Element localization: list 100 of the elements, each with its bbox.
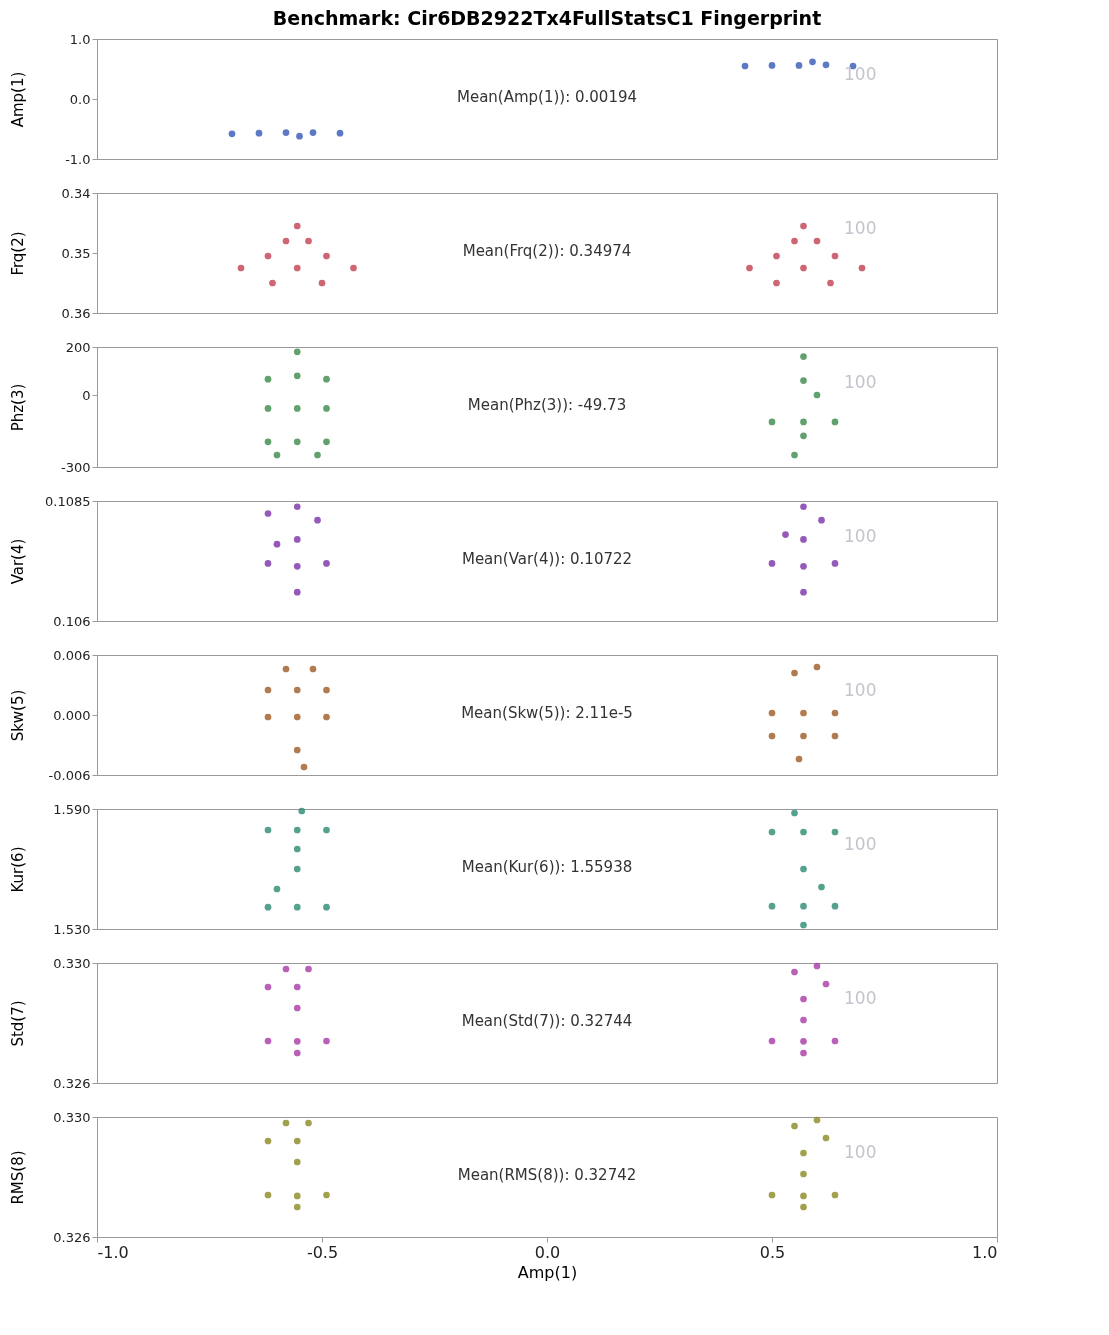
point <box>822 980 830 988</box>
point <box>293 903 301 911</box>
point <box>237 264 245 272</box>
point <box>773 252 780 260</box>
annotation: Mean(Kur(6)): 1.55938 <box>461 857 633 876</box>
point <box>293 222 301 230</box>
point <box>282 965 290 973</box>
point <box>800 1049 807 1057</box>
y-tick-label: 0.34 <box>61 185 91 201</box>
y-axis-title: Amp(1) <box>8 71 27 128</box>
point <box>768 62 776 69</box>
point <box>264 983 272 991</box>
point <box>264 438 272 446</box>
x-axis-title: Amp(1) <box>517 1262 578 1282</box>
point <box>300 763 308 771</box>
point <box>314 516 321 524</box>
x-tick-label: 0.5 <box>759 1242 786 1262</box>
y-tick-label: 0 <box>82 387 91 403</box>
point <box>831 560 839 567</box>
point <box>809 58 816 66</box>
y-tick-label: 200 <box>65 339 91 355</box>
point <box>768 560 776 567</box>
annotation: 100 <box>844 64 877 84</box>
point <box>831 828 839 836</box>
y-axis-title: Var(4) <box>8 538 27 585</box>
point <box>255 129 263 137</box>
point <box>305 965 312 973</box>
point <box>293 562 301 570</box>
point <box>323 686 330 694</box>
point <box>293 1004 301 1012</box>
point <box>791 669 798 677</box>
point <box>293 845 301 853</box>
y-tick-label: 0.106 <box>53 613 91 629</box>
y-tick-label: 1.0 <box>69 31 91 47</box>
point <box>293 983 301 991</box>
point <box>822 61 830 69</box>
point <box>282 129 290 136</box>
point <box>800 503 807 511</box>
y-tick-label: 0.326 <box>53 1229 91 1245</box>
point <box>795 62 803 69</box>
point <box>768 1037 776 1045</box>
point <box>768 418 776 426</box>
annotation: Mean(Phz(3)): -49.73 <box>467 395 627 414</box>
point <box>831 709 839 717</box>
point <box>813 237 821 245</box>
point <box>269 279 276 287</box>
point <box>800 588 807 596</box>
point <box>782 531 789 538</box>
point <box>293 405 301 412</box>
point <box>336 129 344 137</box>
point <box>827 279 834 287</box>
y-axis-title: Kur(6) <box>8 846 27 893</box>
y-tick-label: 1.530 <box>53 921 91 937</box>
point <box>813 962 821 970</box>
point <box>741 62 749 70</box>
point <box>800 902 807 910</box>
point <box>293 865 301 873</box>
point <box>314 451 321 459</box>
point <box>323 438 330 446</box>
y-tick-label: -300 <box>60 459 91 475</box>
annotation: 100 <box>844 218 877 238</box>
point <box>293 536 301 543</box>
point <box>264 713 272 721</box>
point <box>800 562 807 570</box>
point <box>800 1037 807 1045</box>
point <box>264 510 272 517</box>
x-tick-label: -0.5 <box>306 1242 339 1262</box>
point <box>318 279 326 287</box>
point <box>298 807 306 815</box>
annotation: Mean(RMS(8)): 0.32742 <box>457 1165 637 1184</box>
point <box>293 1049 301 1057</box>
x-tick-label: 1.0 <box>972 1242 998 1262</box>
point <box>813 663 821 671</box>
point <box>264 1037 272 1045</box>
point <box>800 264 807 272</box>
y-tick-label: -1.0 <box>65 151 91 167</box>
point <box>273 540 281 548</box>
point <box>800 353 807 360</box>
point <box>323 826 330 834</box>
annotation: 100 <box>844 680 877 700</box>
point <box>831 252 839 260</box>
point <box>264 560 272 567</box>
point <box>264 686 272 694</box>
point <box>228 130 236 138</box>
point <box>800 709 807 717</box>
point <box>768 732 776 740</box>
point <box>282 237 290 245</box>
point <box>293 686 301 694</box>
point <box>293 372 301 380</box>
y-axis-title: Frq(2) <box>8 231 27 276</box>
point <box>800 377 807 384</box>
point <box>309 665 317 673</box>
point <box>813 391 821 399</box>
point <box>800 995 807 1003</box>
point <box>795 755 803 763</box>
y-tick-label: 0.330 <box>53 1109 91 1125</box>
y-tick-label: 0.36 <box>61 305 91 321</box>
point <box>293 713 301 721</box>
point <box>323 903 330 911</box>
point <box>350 264 357 272</box>
